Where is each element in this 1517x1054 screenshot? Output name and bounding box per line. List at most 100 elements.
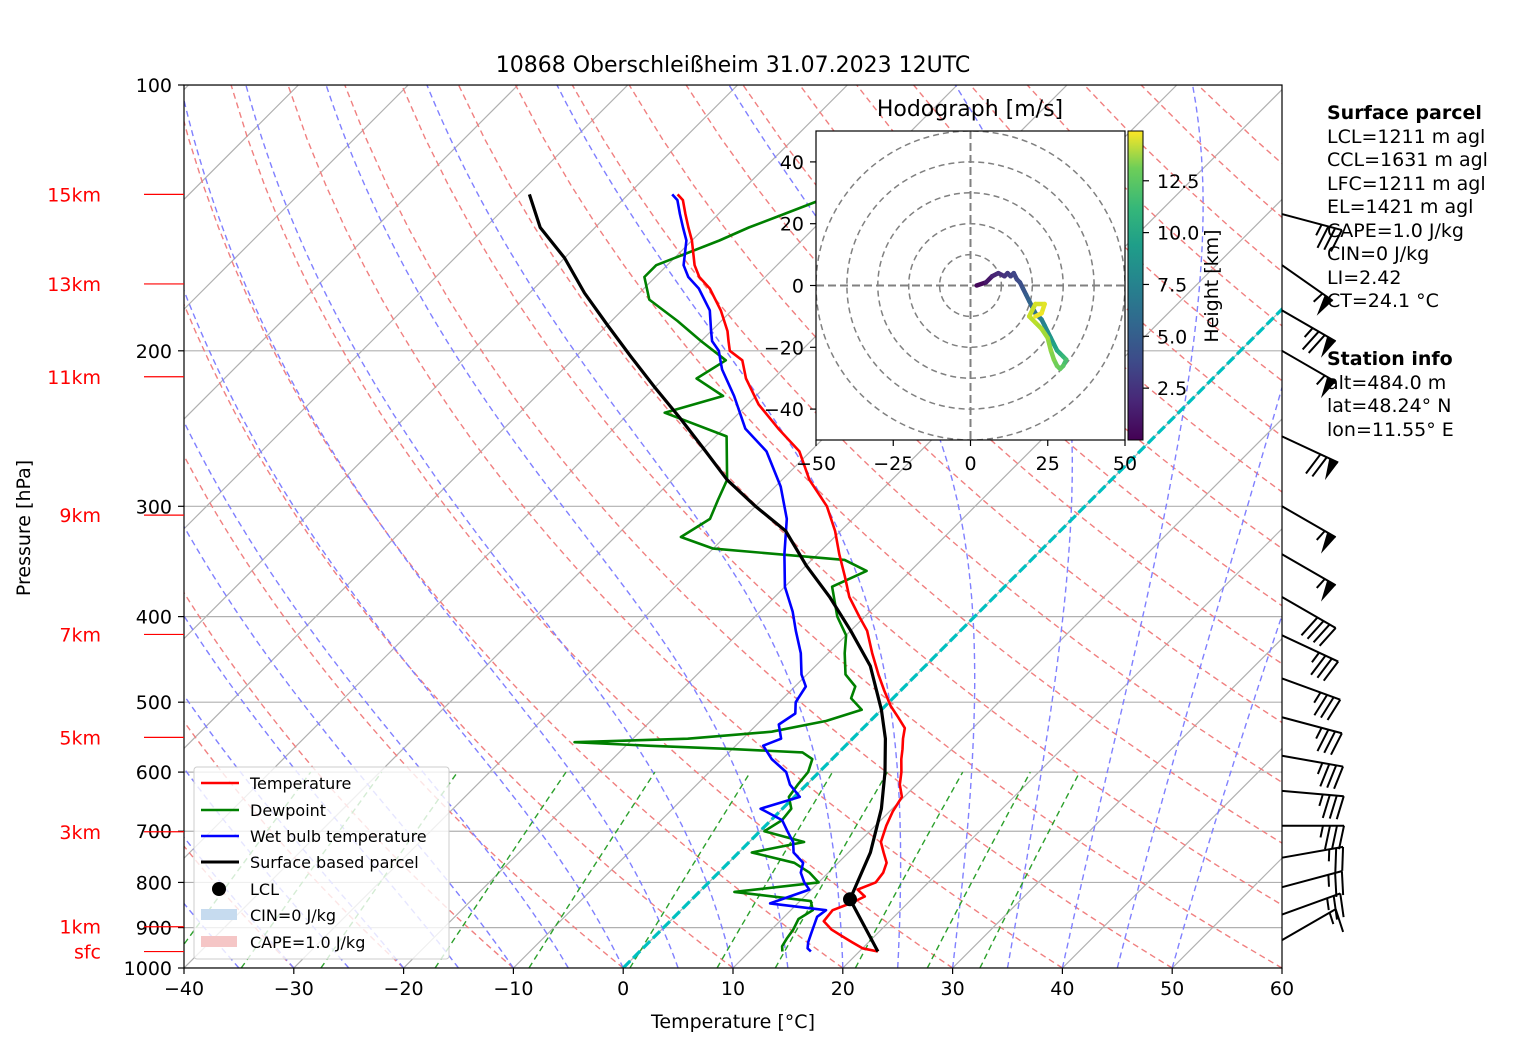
y-tick-label: 200	[136, 341, 172, 363]
hodograph-x-tick-label: 50	[1113, 453, 1137, 475]
dry-adiabat	[184, 302, 734, 968]
colorbar-tick-label: 5.0	[1157, 326, 1187, 348]
moist-adiabat	[184, 525, 514, 968]
wind-barb	[1281, 908, 1345, 942]
isotherm-gridline	[184, 85, 848, 750]
height-label: sfc	[74, 942, 101, 964]
mixing-ratio-line	[629, 771, 751, 968]
wind-barb-flag	[1316, 657, 1333, 679]
moist-adiabat	[325, 85, 789, 968]
wind-barb-half-flag	[1328, 912, 1335, 925]
hodograph-y-tick-label: −20	[764, 337, 804, 359]
surface-parcel-ccl: CCL=1631 m agl	[1327, 149, 1488, 171]
hodograph-rings	[816, 131, 1125, 440]
wind-barb-flag	[1326, 699, 1342, 721]
wind-barb-staff	[1281, 908, 1337, 942]
wind-barb-flag	[1306, 620, 1325, 640]
wind-barb	[1281, 892, 1345, 920]
wind-barb-half-flag	[1316, 374, 1326, 386]
hodograph-ticks: −50 −25 0 25 50 40 20 0 −20 −40	[764, 152, 1137, 475]
isotherm-gridline	[842, 527, 1282, 968]
wind-barb-staff	[1281, 754, 1344, 768]
wind-barb-flag	[1322, 660, 1339, 682]
wind-barb-staff	[1281, 264, 1334, 302]
height-label: 9km	[59, 505, 101, 527]
wind-barb-half-flag	[1316, 578, 1326, 589]
wind-barb-flag	[1328, 795, 1338, 819]
y-tick-label: 400	[136, 607, 172, 629]
wind-barb	[1281, 349, 1337, 399]
wind-barb-staff	[1281, 870, 1343, 889]
moist-adiabat	[245, 85, 734, 968]
hodograph-segment	[1033, 311, 1044, 319]
surface-parcel-cape: CAPE=1.0 J/kg	[1327, 219, 1464, 242]
surface-parcel-lcl: LCL=1211 m agl	[1327, 125, 1486, 148]
wind-barb	[1281, 845, 1345, 873]
wind-barb-flag	[1332, 895, 1339, 920]
wind-barb-flag	[1340, 871, 1345, 896]
wind-barb-staff	[1281, 892, 1341, 916]
x-tick-label: 50	[1160, 978, 1184, 1000]
mixing-ratio-line	[434, 771, 567, 968]
chart-title: 10868 Oberschleißheim 31.07.2023 12UTC	[496, 53, 971, 78]
mixing-ratio-line	[774, 771, 889, 968]
surface-parcel-panel: Surface parcel LCL=1211 m agl CCL=1631 m…	[1327, 102, 1488, 314]
moist-adiabat	[1116, 385, 1282, 968]
wind-barb-flag	[1321, 794, 1331, 819]
wind-barb	[1281, 264, 1334, 316]
wind-barb	[1281, 435, 1339, 481]
height-label: 13km	[47, 274, 101, 296]
surface-parcel-title: Surface parcel	[1327, 102, 1482, 124]
wind-barb-flag	[1324, 825, 1331, 850]
wind-barb	[1281, 754, 1344, 790]
x-tick-label: 40	[1050, 978, 1074, 1000]
mixing-ratio-line	[979, 771, 1081, 968]
axis-ticks: −40 −30 −20 −10 0 10 20 30 40 50 60100200300400500…	[124, 75, 1294, 1000]
wind-barb-pennant	[1320, 532, 1336, 554]
dry-adiabat	[184, 454, 624, 968]
height-label: 5km	[59, 727, 101, 749]
wind-barb-half-flag	[1326, 898, 1330, 911]
wind-barb-pennant	[1320, 376, 1336, 399]
x-tick-label: 20	[831, 978, 855, 1000]
dry-adiabat	[344, 85, 1173, 968]
wind-barb-flag	[1305, 453, 1322, 475]
x-tick-label: −10	[493, 978, 533, 1000]
isotherm-gridline	[952, 637, 1282, 968]
hodograph-y-tick-label: −40	[764, 399, 804, 421]
station-info-title: Station info	[1327, 348, 1453, 370]
dry-adiabat	[287, 85, 1063, 968]
wind-barb	[1281, 596, 1337, 647]
colorbar-tick-label: 7.5	[1157, 274, 1187, 296]
surface-parcel-li: LI=2.42	[1327, 266, 1402, 289]
wind-barb-half-flag	[1316, 530, 1326, 541]
x-tick-label: −40	[164, 978, 204, 1000]
wind-barb	[1281, 716, 1343, 756]
wind-barb-flag	[1338, 825, 1345, 850]
station-info-lon: lon=11.55° E	[1327, 418, 1454, 441]
x-tick-label: 60	[1270, 978, 1294, 1000]
wind-barbs	[1281, 213, 1345, 942]
wind-barb	[1281, 309, 1337, 358]
wind-barb-flag	[1334, 848, 1338, 873]
dry-adiabat	[856, 85, 1282, 493]
profile-lines	[527, 193, 907, 953]
legend: Temperature Dewpoint Wet bulb temperatur…	[193, 766, 450, 960]
hodograph-y-tick-label: 0	[792, 276, 804, 298]
hodograph-x-tick-label: 0	[964, 453, 976, 475]
x-tick-label: 0	[617, 978, 629, 1000]
height-label: 11km	[47, 367, 101, 389]
isotherm-gridline	[512, 198, 1282, 968]
mixing-ratio-line	[926, 771, 1031, 968]
wind-barb-flag	[1334, 872, 1338, 897]
surface-parcel-lfc: LFC=1211 m agl	[1327, 172, 1486, 195]
wind-barb-flag	[1316, 226, 1330, 249]
hodograph-inset: −50 −25 0 25 50 40 20 0 −20 −40 Hodograph [m/s] 2…	[764, 97, 1223, 475]
wind-barb-pennant	[1320, 580, 1336, 602]
colorbar-label: Height [km]	[1201, 229, 1223, 342]
wind-barb-flag	[1326, 764, 1338, 788]
y-tick-label: 600	[136, 762, 172, 784]
station-info-alt: alt=484.0 m	[1327, 371, 1447, 394]
legend-label-temperature: Temperature	[249, 774, 351, 793]
